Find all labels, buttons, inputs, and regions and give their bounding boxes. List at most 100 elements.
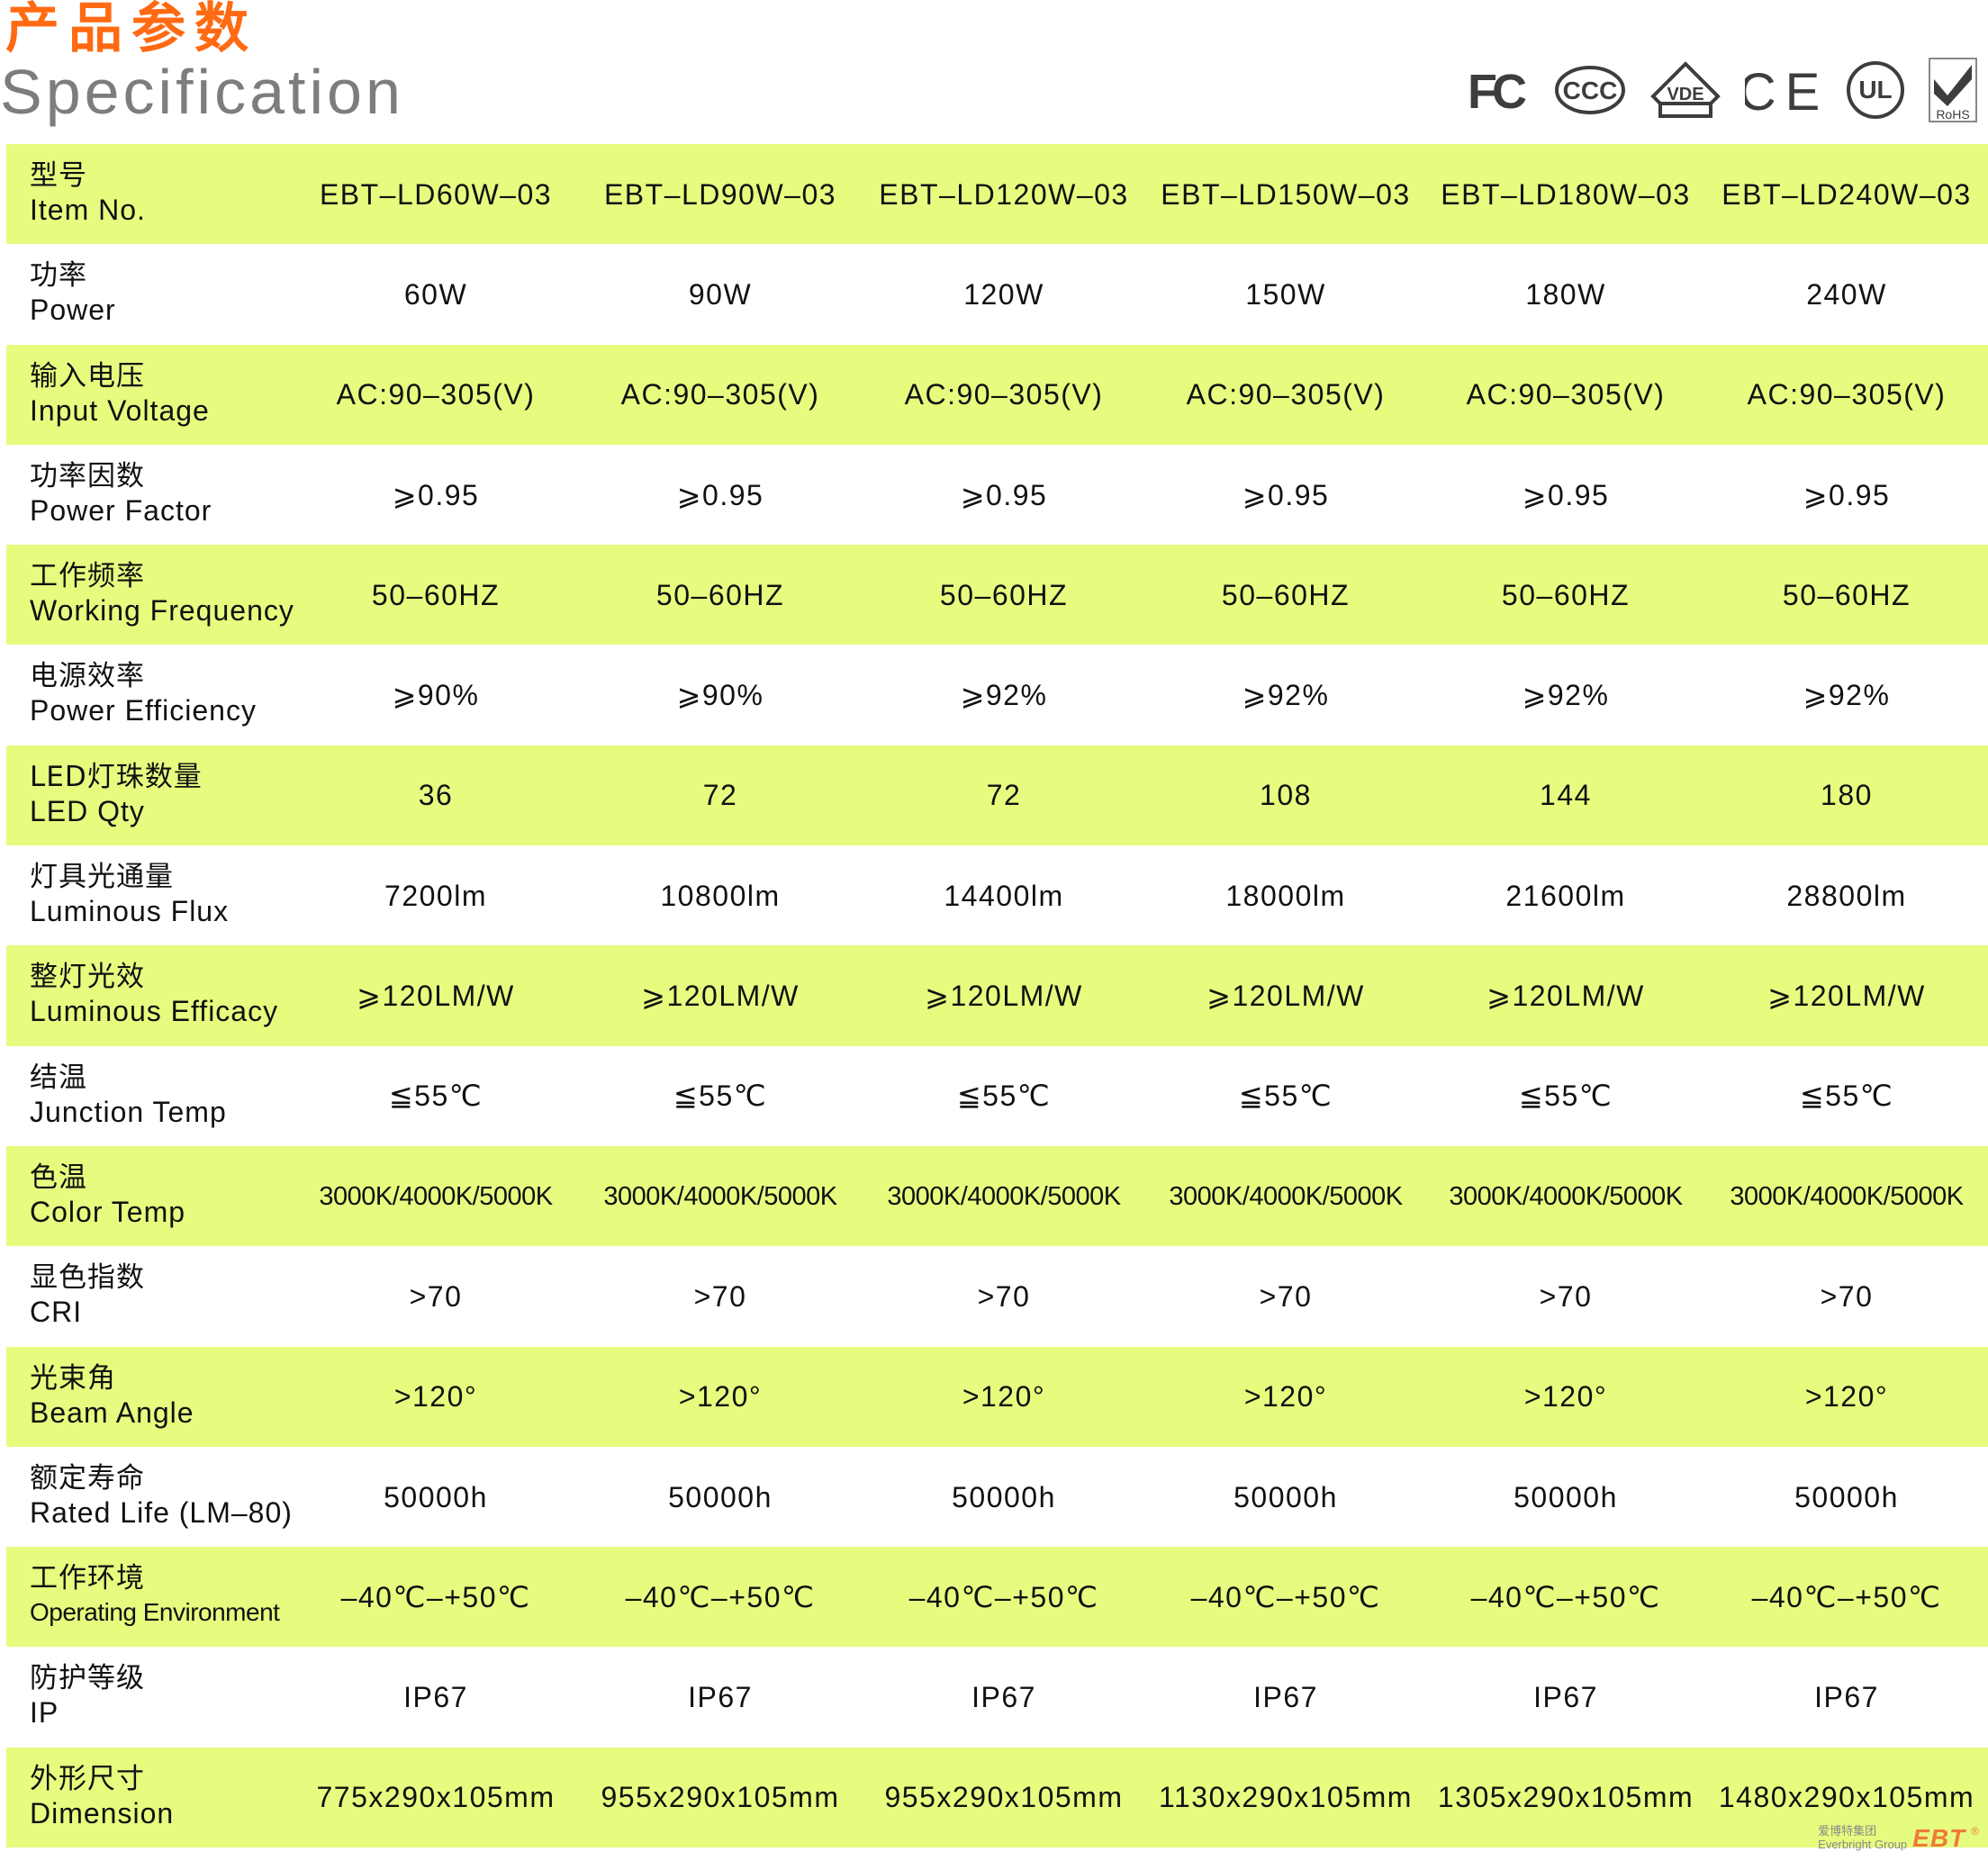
table-cell: AC:90–305(V) [1466, 378, 1666, 411]
table-cell: ⩾92% [1242, 679, 1330, 712]
table-row: 型号 Item No. EBT–LD60W–03 EBT–LD90W–03 EBT–LD… [6, 144, 1988, 245]
ul-logo-icon: UL [1846, 60, 1905, 120]
row-label-cn: 额定寿命 [30, 1461, 145, 1495]
row-label-cn: 光束角 [30, 1361, 116, 1395]
table-cell: 50000h [1514, 1480, 1618, 1513]
table-cell: ⩾0.95 [392, 478, 480, 511]
ccc-logo-text: CCC [1563, 77, 1618, 104]
table-row: 灯具光通量 Luminous Flux 7200lm 10800lm 14400lm 18… [6, 845, 1988, 945]
row-label-cn: 电源效率 [30, 660, 145, 693]
table-cell: ⩾92% [1522, 679, 1610, 712]
table-cell: >120° [962, 1380, 1046, 1414]
row-label: 整灯光效 Luminous Efficacy [30, 960, 278, 1028]
table-cell: 775x290x105mm [316, 1781, 556, 1814]
table-cell: ⩾92% [960, 679, 1048, 712]
table-cell: 3000K/4000K/5000K [319, 1181, 553, 1211]
row-label-en: Luminous Flux [30, 895, 230, 928]
table-row: 工作环境 Operating Environment –40℃–+50℃ –40℃–+… [6, 1547, 1988, 1648]
row-label-cn: 工作环境 [30, 1562, 145, 1595]
table-cell: IP67 [1533, 1681, 1598, 1714]
row-label-cn: 防护等级 [30, 1662, 145, 1695]
row-label: 电源效率 Power Efficiency [30, 659, 257, 727]
table-cell: ⩾90% [676, 679, 764, 712]
table-cell: ⩾92% [1803, 679, 1891, 712]
table-cell: 1130x290x105mm [1159, 1781, 1413, 1814]
table-cell: ⩾120LM/W [357, 980, 515, 1013]
row-label-en: Color Temp [30, 1195, 186, 1228]
fcc-logo-icon: FC [1459, 63, 1531, 117]
table-cell: 180 [1821, 779, 1873, 812]
table-cell: IP67 [1814, 1681, 1879, 1714]
row-label-cn: 外形尺寸 [30, 1762, 145, 1795]
table-cell: 3000K/4000K/5000K [887, 1181, 1121, 1211]
table-cell: 72 [702, 779, 738, 812]
table-row: 工作频率 Working Frequency 50–60HZ 50–60HZ 50–60… [6, 545, 1988, 646]
table-cell: 144 [1540, 779, 1592, 812]
table-cell: 3000K/4000K/5000K [1169, 1181, 1403, 1211]
table-cell: 72 [986, 779, 1022, 812]
table-cell: –40℃–+50℃ [625, 1580, 816, 1613]
table-row: 功率 Power 60W 90W 120W 150W 180W 240W [6, 244, 1988, 344]
row-label-cn: 显色指数 [30, 1261, 145, 1295]
table-cell: IP67 [403, 1681, 468, 1714]
brand-name: EBT [1912, 1824, 1966, 1852]
table-row: 色温 Color Temp 3000K/4000K/5000K 3000K/4000K… [6, 1145, 1988, 1247]
table-row: 防护等级 IP IP67 IP67 IP67 IP67 IP67 IP67 [6, 1647, 1988, 1747]
table-cell: 7200lm [384, 879, 487, 912]
table-cell: EBT–LD180W–03 [1441, 177, 1691, 211]
table-cell: –40℃–+50℃ [340, 1580, 531, 1613]
table-cell: 14400lm [944, 879, 1064, 912]
row-label: 额定寿命 Rated Life (LM–80) [30, 1461, 293, 1530]
row-label-en: Power Efficiency [30, 694, 257, 727]
table-row: 整灯光效 Luminous Efficacy ⩾120LM/W ⩾120LM/W ⩾12… [6, 945, 1988, 1046]
table-cell: 50–60HZ [939, 578, 1069, 611]
ccc-logo-icon: CCC [1554, 65, 1626, 115]
row-label-en: Operating Environment [30, 1598, 280, 1627]
table-cell: ⩾120LM/W [1206, 980, 1365, 1013]
table-cell: ≦55℃ [1238, 1080, 1333, 1113]
table-cell: >70 [693, 1279, 747, 1313]
row-label-cn: LED灯珠数量 [30, 760, 203, 793]
rohs-logo-text: RoHS [1936, 107, 1969, 122]
row-label: 防护等级 IP [30, 1661, 145, 1730]
row-label-en: Beam Angle [30, 1396, 194, 1429]
row-label-en: Working Frequency [30, 594, 294, 628]
row-label: LED灯珠数量 LED Qty [30, 760, 203, 828]
table-cell: 180W [1525, 277, 1606, 311]
table-cell: ⩾120LM/W [1767, 980, 1926, 1013]
row-label-cn: 型号 [30, 159, 87, 192]
vde-logo-icon: VDE [1649, 60, 1721, 120]
vde-logo-text: VDE [1667, 85, 1703, 104]
table-cell: ≦55℃ [1518, 1080, 1613, 1113]
table-cell: AC:90–305(V) [904, 378, 1104, 411]
table-cell: IP67 [688, 1681, 753, 1714]
table-cell: ⩾120LM/W [1486, 980, 1645, 1013]
row-label: 色温 Color Temp [30, 1161, 185, 1229]
row-label: 型号 Item No. [30, 158, 146, 227]
table-cell: 50000h [668, 1480, 773, 1513]
table-cell: –40℃–+50℃ [1190, 1580, 1381, 1613]
row-label-en: Rated Life (LM–80) [30, 1495, 293, 1529]
table-row: 结温 Junction Temp ≦55℃ ≦55℃ ≦55℃ ≦55℃ ≦55℃ ≦55℃ [6, 1046, 1988, 1146]
table-cell: 50–60HZ [371, 578, 501, 611]
table-cell: –40℃–+50℃ [1470, 1580, 1661, 1613]
table-cell: 50000h [1233, 1480, 1338, 1513]
table-cell: >120° [1523, 1380, 1608, 1414]
row-label: 输入电压 Input Voltage [30, 359, 210, 428]
table-cell: >70 [977, 1279, 1031, 1313]
table-cell: 108 [1260, 779, 1312, 812]
table-cell: >120° [678, 1380, 763, 1414]
row-label-en: Power Factor [30, 493, 212, 527]
table-row: 额定寿命 Rated Life (LM–80) 50000h 50000h 50000h… [6, 1447, 1988, 1547]
table-cell: ⩾0.95 [676, 478, 764, 511]
row-label-en: Power [30, 294, 116, 327]
table-cell: 3000K/4000K/5000K [1449, 1181, 1683, 1211]
table-cell: 240W [1806, 277, 1887, 311]
table-cell: 50–60HZ [655, 578, 785, 611]
row-label: 工作频率 Working Frequency [30, 559, 294, 628]
brand-logo: 爱博特集团 Everbright Group EBT ® [1818, 1826, 1979, 1851]
row-label: 灯具光通量 Luminous Flux [30, 860, 229, 928]
table-cell: >120° [393, 1380, 478, 1414]
table-cell: 50000h [952, 1480, 1056, 1513]
page-title-cn: 产品参数 [5, 0, 258, 60]
